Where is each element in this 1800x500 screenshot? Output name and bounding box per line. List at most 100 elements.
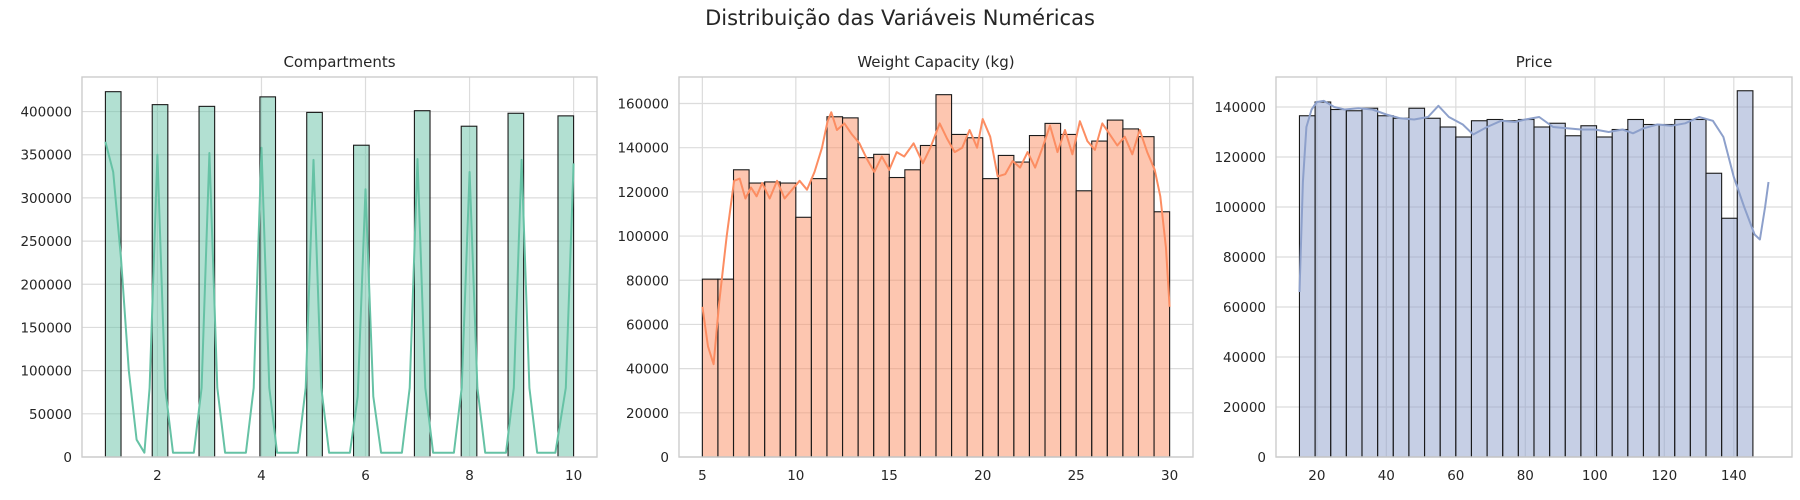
panel-3-bar-3 [1330,108,1347,458]
figure-title: Distribuição das Variáveis Numéricas [705,6,1095,30]
panel-2-kde-line [701,111,1171,366]
panel-3-frame [1275,76,1793,458]
panel-3-bar-4 [1345,110,1363,458]
panel-1-frame [81,76,598,458]
panel-1-bar-2 [151,104,169,458]
panel-1-xtick-label-0: 2 [153,468,162,484]
panel-3-ytick-label-4: 80000 [1223,250,1266,266]
panel-1-ytick-label-1: 50000 [29,407,72,423]
panel-3-ytick-label-5: 100000 [1214,200,1266,216]
panel-3-bar-9 [1423,117,1441,458]
panel-3-xtick-label-1: 40 [1378,468,1395,484]
panel-2-bar-16 [935,94,953,458]
panel-2-bar-21 [1013,161,1030,458]
panel-1-xtick-label-1: 4 [257,468,266,484]
panel-3-ytick-label-7: 140000 [1214,100,1266,116]
panel-2-ytick-label-2: 40000 [626,362,669,378]
panel-3-xtick-label-0: 20 [1308,468,1325,484]
panel-1-ytick-label-8: 400000 [20,105,72,121]
panel-3-bar-21 [1611,128,1629,458]
panel-3-bar-10 [1439,126,1457,458]
panel-1-ytick-label-6: 300000 [20,191,72,207]
panel-3-bar-17 [1549,122,1566,458]
panel-3-xtick-label-3: 80 [1517,468,1534,484]
panel-1-bar-3 [198,105,216,458]
panel-2-ytick-label-7: 140000 [617,141,669,157]
panel-3-bar-28 [1721,217,1738,458]
panel-2-bar-20 [997,154,1015,458]
panel-3-ytick-label-6: 120000 [1214,150,1266,166]
panel-2-bar-22 [1028,134,1046,458]
panel-3-xtick-label-2: 60 [1447,468,1464,484]
panel-2-bar-7 [795,216,812,458]
panel-2-bar-9 [826,116,844,458]
panel-1-bar-10 [557,115,575,458]
panel-1-ytick-label-0: 0 [63,450,72,466]
panel-3-bar-24 [1658,123,1676,458]
panel-2-xtick-label-4: 25 [1068,468,1085,484]
panel-3-bar-26 [1689,118,1707,458]
panel-2-bar-1 [701,278,719,458]
panel-1-ytick-label-5: 250000 [20,234,72,250]
panel-3-bar-6 [1377,115,1394,458]
panel-2-frame [678,76,1194,458]
panel-2-bar-29 [1137,136,1155,458]
panel-3-ytick-label-2: 40000 [1223,350,1266,366]
panel-3-bar-16 [1533,126,1551,458]
panel-2-bar-30 [1153,211,1171,458]
panel-2-xtick-label-5: 30 [1161,468,1178,484]
panel-3-xtick-label-5: 120 [1651,468,1677,484]
panel-2-bar-27 [1106,119,1124,458]
panel-1-xtick-label-2: 6 [361,468,370,484]
panel-2-bar-5 [764,181,781,458]
panel-3-bar-27 [1705,172,1723,458]
panel-3-bar-5 [1361,107,1379,458]
panel-3-kde-line [1298,99,1770,293]
panel-2-bar-11 [857,157,875,458]
panel-3-bar-22 [1627,118,1645,458]
panel-3-bar-1 [1298,115,1316,458]
panel-2-bar-2 [717,278,735,458]
panel-2-bar-13 [888,176,906,458]
panel-1-bar-1 [104,91,122,458]
panel-2-bar-25 [1075,190,1093,458]
panel-3-bar-8 [1408,107,1426,458]
panel-3-ytick-label-0: 0 [1257,450,1266,466]
panel-3-bar-23 [1642,123,1660,458]
panel-2-xtick-label-2: 15 [881,468,898,484]
panel-1-kde-line [104,141,575,454]
panel-3-bar-14 [1502,120,1519,458]
panel-2-bar-6 [779,182,797,458]
panel-2-title: Weight Capacity (kg) [857,53,1014,71]
panel-3-bar-12 [1470,120,1488,458]
panel-3-bar-7 [1392,117,1410,458]
panel-3-xtick-label-4: 100 [1582,468,1608,484]
panel-3-bar-13 [1486,118,1504,458]
panel-3-bar-29 [1736,90,1754,458]
panel-2-xtick-label-3: 20 [974,468,991,484]
panel-2-bar-8 [810,178,828,458]
panel-2-bar-3 [732,169,750,458]
panel-2-bar-12 [873,153,890,458]
panel-2-ytick-label-4: 80000 [626,273,669,289]
panel-2-bar-17 [951,133,968,458]
panel-3-bar-11 [1455,136,1473,458]
panel-1-xtick-label-4: 10 [565,468,582,484]
panel-2-bar-24 [1060,133,1077,458]
panel-1-ytick-label-2: 100000 [20,364,72,380]
panel-3-bar-20 [1595,136,1613,458]
panel-2-ytick-label-1: 20000 [626,406,669,422]
panel-1-ytick-label-3: 150000 [20,320,72,336]
panel-3-ytick-label-3: 60000 [1223,300,1266,316]
panel-1-title: Compartments [283,53,395,71]
panel-2-bar-18 [966,137,984,458]
panel-1-ytick-label-7: 350000 [20,148,72,164]
panel-2-xtick-label-0: 5 [698,468,707,484]
panel-2-bar-10 [841,117,859,458]
panel-2-ytick-label-8: 160000 [617,97,669,113]
panel-3-ytick-label-1: 20000 [1223,400,1266,416]
panel-2-bar-28 [1122,128,1140,458]
panel-3-bar-19 [1580,125,1598,458]
panel-2-bar-4 [748,182,766,458]
